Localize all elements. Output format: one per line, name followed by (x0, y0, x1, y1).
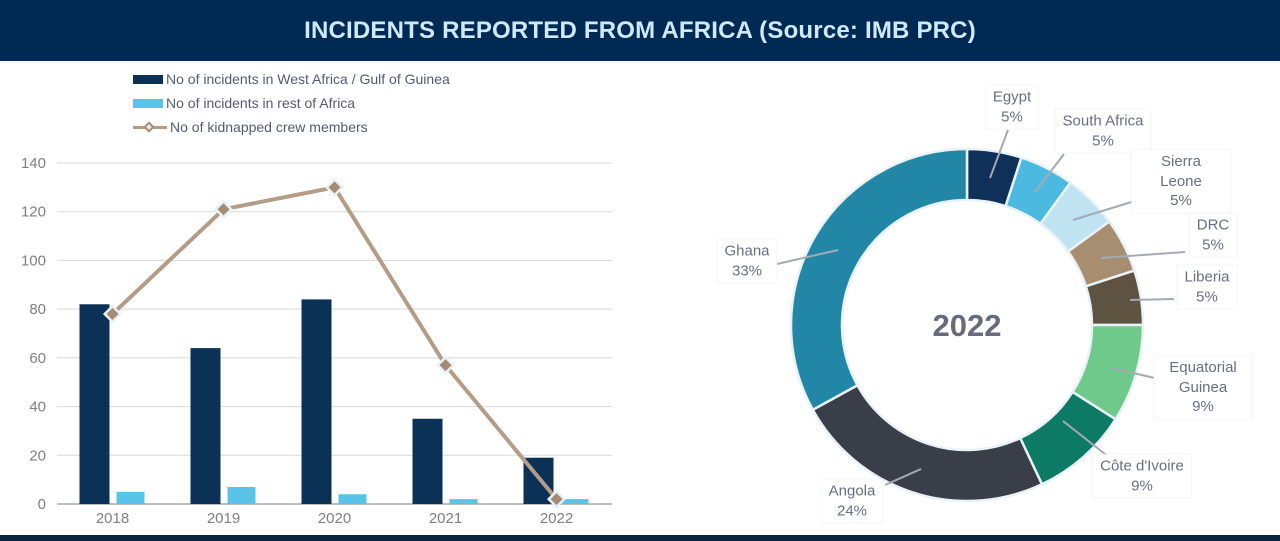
header-band: INCIDENTS REPORTED FROM AFRICA (Source: … (0, 0, 1280, 61)
callout-drc: DRC 5% (1189, 213, 1237, 257)
legend-label: No of incidents in rest of Africa (166, 95, 356, 111)
line-no-of-kidnapped-crew-members (111, 185, 559, 501)
callout-percentage: 33% (731, 262, 763, 279)
leader-line-drc (1100, 251, 1186, 259)
marker-no-of-kidnapped-crew-members-2020 (324, 177, 345, 197)
callout-sierra-leone: Sierra Leone 5% (1131, 149, 1231, 213)
callout-percentage: 9% (1131, 477, 1153, 494)
y-tick-80: 80 (29, 301, 46, 318)
callout-liberia: Liberia 5% (1177, 265, 1237, 309)
callout-ghana: Ghana 33% (717, 239, 777, 283)
legend-swatch-icon (133, 74, 163, 84)
marker-no-of-kidnapped-crew-members-2019 (213, 199, 234, 219)
bar-no-of-incidents-in-rest-of-africa-2020 (338, 494, 367, 504)
callout-south-africa: South Africa 5% (1055, 109, 1151, 153)
callout-country-name: South Africa (1062, 112, 1144, 130)
chart-legend: No of incidents in West Africa / Gulf of… (133, 72, 450, 134)
bar-no-of-incidents-in-rest-of-africa-2022 (560, 499, 589, 504)
incidents-bar-line-chart: 0 20 40 60 80 100 120 140 2018 2019 2020 2021 2022 (21, 155, 612, 527)
x-tick-2021: 2021 (429, 510, 462, 527)
legend-label: No of kidnapped crew members (170, 119, 368, 135)
callout-angola: Angola 24% (821, 479, 883, 523)
legend-item-no-of-incidents-in-west-africa-gulf-of-guinea: No of incidents in West Africa / Gulf of… (133, 72, 450, 86)
callout-country-name: Ghana (724, 242, 770, 260)
bar-no-of-incidents-in-west-africa-gulf-of-guinea-2019 (190, 348, 221, 504)
x-tick-2020: 2020 (318, 510, 351, 527)
leader-line-angola (884, 468, 922, 486)
callout-percentage: 5% (1092, 132, 1114, 149)
callout-c-te-d-ivoire: Côte d'Ivoire 9% (1093, 454, 1191, 498)
legend-swatch-icon (133, 98, 163, 108)
leader-line-ghana (776, 249, 839, 265)
x-tick-2022: 2022 (540, 510, 573, 527)
bar-no-of-incidents-in-west-africa-gulf-of-guinea-2020 (301, 299, 332, 504)
marker-no-of-kidnapped-crew-members-2022 (546, 489, 567, 509)
callout-country-name: Egypt (992, 88, 1032, 106)
incidents-bar-chart-panel: 0 20 40 60 80 100 120 140 2018 2019 2020 2021 2022 N… (0, 61, 640, 535)
donut-slice-ghana (789, 147, 969, 412)
marker-no-of-kidnapped-crew-members-2018 (102, 304, 123, 324)
leader-line-south-africa (1034, 153, 1065, 193)
x-tick-2018: 2018 (96, 510, 129, 527)
y-tick-120: 120 (21, 204, 46, 221)
callout-percentage: 24% (836, 502, 868, 519)
callout-country-name: Angola (828, 482, 876, 500)
bar-no-of-incidents-in-rest-of-africa-2021 (449, 499, 478, 504)
marker-no-of-kidnapped-crew-members-2021 (435, 355, 456, 375)
legend-label: No of incidents in West Africa / Gulf of… (166, 71, 450, 87)
bar-no-of-incidents-in-rest-of-africa-2018 (116, 491, 145, 504)
leader-line-c-te-d-ivoire (1062, 420, 1111, 459)
callout-percentage: 5% (1196, 288, 1218, 305)
leader-line-equatorial-guinea (1110, 367, 1160, 380)
legend-item-no-of-incidents-in-rest-of-africa: No of incidents in rest of Africa (133, 96, 450, 110)
legend-line-marker-icon (133, 120, 167, 134)
callout-country-name: Liberia (1184, 268, 1230, 286)
footer-bar (0, 535, 1280, 541)
callout-country-name: Sierra Leone (1160, 152, 1202, 190)
legend-item-no-of-kidnapped-crew-members: No of kidnapped crew members (133, 120, 450, 134)
callout-percentage: 5% (1202, 236, 1224, 253)
callout-percentage: 5% (1001, 108, 1023, 125)
leader-line-sierra-leone (1072, 199, 1139, 221)
leader-line-liberia (1129, 298, 1175, 301)
callout-egypt: Egypt 5% (985, 85, 1039, 129)
y-tick-140: 140 (21, 155, 46, 172)
callout-equatorial-guinea: Equatorial Guinea 9% (1154, 355, 1252, 419)
y-tick-60: 60 (29, 350, 46, 367)
bar-no-of-incidents-in-west-africa-gulf-of-guinea-2021 (412, 418, 443, 504)
y-tick-40: 40 (29, 399, 46, 416)
donut-chart-panel: 2022 Egypt 5% South Africa 5% Sierra Leone 5%… (640, 61, 1280, 535)
y-tick-100: 100 (21, 252, 46, 269)
x-tick-2019: 2019 (207, 510, 240, 527)
leader-line-egypt (989, 129, 1009, 179)
callout-country-name: Côte d'Ivoire (1100, 457, 1184, 475)
donut-center-year-label: 2022 (933, 308, 1002, 343)
bar-no-of-incidents-in-west-africa-gulf-of-guinea-2018 (79, 304, 110, 504)
y-tick-20: 20 (29, 447, 46, 464)
y-tick-0: 0 (38, 496, 46, 513)
callout-percentage: 5% (1170, 191, 1192, 209)
bar-no-of-incidents-in-rest-of-africa-2019 (227, 486, 256, 504)
callout-country-name: Equatorial Guinea (1169, 358, 1237, 396)
incidents-2022-donut-chart: 2022 (776, 129, 1186, 503)
callout-country-name: DRC (1196, 216, 1230, 234)
page-title: INCIDENTS REPORTED FROM AFRICA (Source: … (304, 16, 976, 44)
callout-percentage: 9% (1192, 397, 1214, 415)
